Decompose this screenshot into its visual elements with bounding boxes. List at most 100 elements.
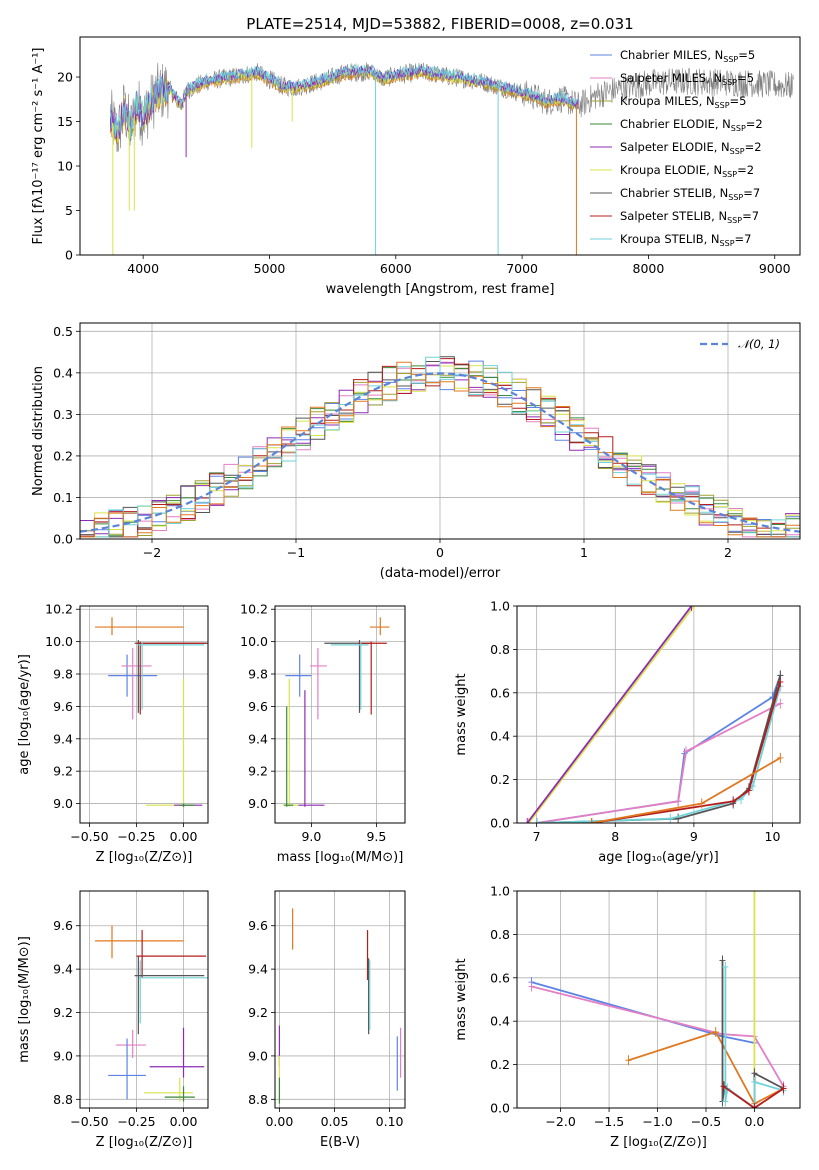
plot-area [95,617,208,807]
legend-entry: Chabrier ELODIE, NSSP=2 [620,117,763,133]
series-line [526,606,693,823]
plot-area [80,356,800,538]
plot-area [282,617,390,807]
x-axis-label: Z [log₁₀(Z/Z⊙)] [610,1135,707,1150]
series-line [591,757,781,823]
x-tick-label: −0.50 [70,1114,108,1129]
legend-label: Kroupa ELODIE, N [620,163,722,177]
legend-tail: =2 [746,117,763,131]
y-axis-label: mass weight [454,673,469,755]
y-tick-label: 9.0 [53,1048,73,1063]
x-tick-label: 10 [765,829,781,844]
legend-sub: SSP [730,147,745,156]
x-tick-label: 7000 [506,261,538,276]
series-line [528,606,695,823]
y-tick-label: 10.2 [240,602,268,617]
x-tick-label: −0.5 [691,1114,721,1129]
panel-age_vs_Z: −0.50 −0.25 0.00 9.0 9.2 9.4 9.6 9.8 10.0 10.2 Z [… [17,602,209,865]
y-tick-label: 9.6 [53,699,73,714]
y-axis-label: mass weight [454,958,469,1040]
y-tick-label: 1.0 [490,599,510,614]
legend-tail: =5 [737,71,754,85]
legend-sub: SSP [731,124,746,133]
axes-frame [79,890,209,1109]
normal-curve [80,372,800,533]
legend-tail: =7 [743,186,760,200]
x-tick-label: −0.25 [117,1114,155,1129]
legend-label: Salpeter ELODIE, N [620,140,730,154]
y-tick-label: 10.0 [240,634,268,649]
y-tick-label: 9.8 [53,667,73,682]
legend-sub: SSP [723,55,738,64]
legend-tail: =7 [742,209,759,223]
histogram-step [80,361,800,538]
series-line [531,985,785,1087]
y-tick-label: 9.2 [248,764,268,779]
y-tick-label: 0.4 [490,729,510,744]
x-tick-label: 8000 [633,261,665,276]
y-tick-label: 0.3 [53,407,73,422]
y-tick-label: 0.6 [490,685,510,700]
y-tick-label: 9.4 [248,731,268,746]
x-tick-label: 9.5 [366,829,386,844]
y-tick-label: 8.8 [53,1092,73,1107]
series-line [591,681,782,823]
legend-tail: =5 [738,48,755,62]
y-tick-label: 9.0 [248,1048,268,1063]
x-axis-label: E(B-V) [320,1135,360,1150]
legend-tail: =2 [737,163,754,177]
legend-tail: =2 [745,140,762,154]
chart-title: PLATE=2514, MJD=53882, FIBERID=0008, z=0… [246,15,633,33]
legend-tail: =5 [730,94,747,108]
axes-frame [79,36,801,256]
x-tick-label: 0.0 [745,1114,765,1129]
panel-mass_weight_vs_Z: −2.0 −1.5 −1.0 −0.5 0.0 0.0 0.2 0.4 0.6 0.8 1.0 Z [… [454,884,801,1150]
legend-sub: SSP [728,193,743,202]
x-tick-label: 8 [611,829,619,844]
panel-age_vs_mass: 9.0 9.5 9.0 9.2 9.4 9.6 9.8 10.0 10.2 mass [log₁₀… [240,602,406,865]
axes-frame [79,605,209,824]
y-tick-label: 0.6 [490,970,510,985]
panel-mass_weight_vs_age: 7 8 9 10 0.0 0.2 0.4 0.6 0.8 1.0 age [log₁₀(age/yr… [454,599,801,865]
x-tick-label: 1 [580,545,588,560]
legend-sub: SSP [715,101,730,110]
y-tick-label: 9.2 [248,1005,268,1020]
y-tick-label: 9.0 [248,796,268,811]
legend-sub: SSP [720,239,735,248]
x-tick-label: 9 [690,829,698,844]
legend-entry: Salpeter STELIB, NSSP=7 [620,209,759,225]
x-tick-label: −2.0 [545,1114,575,1129]
plot-area [528,891,787,1108]
x-tick-label: 9000 [759,261,791,276]
legend-label: Chabrier STELIB, N [620,186,728,200]
y-tick-label: 0.0 [53,532,73,547]
y-tick-label: 9.2 [53,1005,73,1020]
y-axis-label: age [log₁₀(age/yr)] [17,654,32,775]
y-tick-label: 10.0 [45,634,73,649]
legend-label: Kroupa MILES, N [620,94,715,108]
legend-entry: Salpeter MILES, NSSP=5 [620,71,754,87]
y-tick-label: 0.2 [490,1057,510,1072]
plot-area [109,62,794,255]
y-tick-label: 0.2 [53,448,73,463]
axes-frame [274,890,406,1109]
x-tick-label: 0.10 [376,1114,404,1129]
plot-area [524,606,784,823]
x-axis-label: Z [log₁₀(Z/Z⊙)] [96,850,193,865]
axes-frame [516,605,801,824]
y-tick-label: 10.2 [45,602,73,617]
axes-frame [516,890,801,1109]
legend-sub: SSP [722,170,737,179]
legend-label: Chabrier MILES, N [620,48,723,62]
x-axis-label: (data-model)/error [380,566,501,581]
legend-label: Kroupa STELIB, N [620,232,720,246]
y-tick-label: 0.0 [490,816,510,831]
legend-entry: 𝒩(0, 1) [738,337,780,351]
legend-entry: Kroupa MILES, NSSP=5 [620,94,746,110]
y-tick-label: 9.6 [53,918,73,933]
plot-area [278,908,402,1104]
y-tick-label: 9.4 [248,962,268,977]
histogram-step [80,356,800,538]
model-spectrum-line [109,67,580,143]
